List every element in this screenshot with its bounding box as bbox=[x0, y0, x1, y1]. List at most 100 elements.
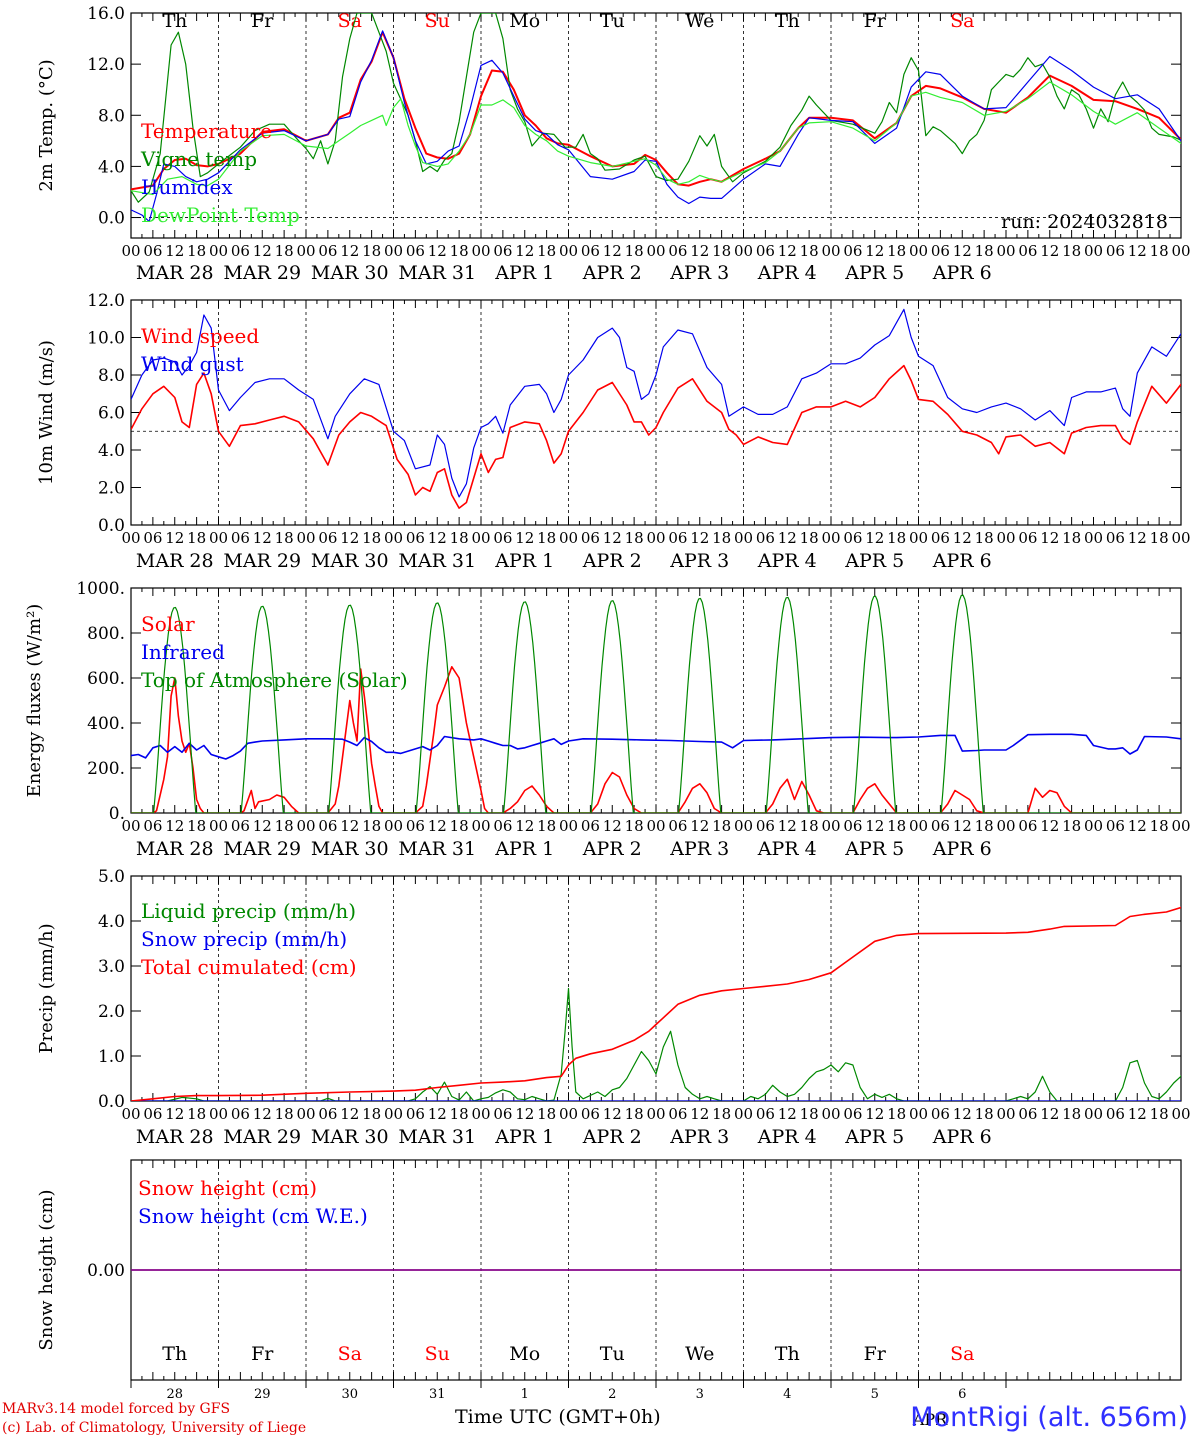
hour-tick-label: 00 bbox=[559, 817, 578, 835]
y-tick-label: 10.0 bbox=[87, 329, 125, 349]
day-label: Sa bbox=[950, 10, 974, 32]
y-tick-label: 0.0 bbox=[98, 1092, 125, 1112]
hour-tick-label: 06 bbox=[668, 1105, 687, 1123]
hour-tick-label: 12 bbox=[603, 529, 622, 547]
hour-tick-label: 18 bbox=[362, 529, 381, 547]
hour-tick-label: 00 bbox=[209, 529, 228, 547]
hour-tick-label: 06 bbox=[1018, 817, 1037, 835]
hour-tick-label: 12 bbox=[778, 817, 797, 835]
day-label: We bbox=[685, 1343, 714, 1365]
date-label: APR 5 bbox=[844, 550, 904, 572]
y-axis-label: Precip (mm/h) bbox=[36, 923, 57, 1053]
hour-tick-label: 18 bbox=[800, 817, 819, 835]
hour-tick-label: 06 bbox=[493, 1105, 512, 1123]
date-label: APR 1 bbox=[494, 550, 554, 572]
hour-tick-label: 00 bbox=[996, 529, 1015, 547]
hour-tick-label: 06 bbox=[493, 817, 512, 835]
hour-tick-label: 12 bbox=[165, 529, 184, 547]
hour-tick-label: 18 bbox=[1062, 817, 1081, 835]
hour-tick-label: 06 bbox=[843, 242, 862, 260]
hour-tick-label: 06 bbox=[1018, 1105, 1037, 1123]
y-tick-label: 8.0 bbox=[98, 366, 125, 386]
hour-tick-label: 12 bbox=[515, 817, 534, 835]
legend-entry: Snow height (cm) bbox=[138, 1176, 317, 1200]
hour-tick-label: 18 bbox=[537, 817, 556, 835]
hour-tick-label: 00 bbox=[471, 242, 490, 260]
legend-entry: Snow height (cm W.E.) bbox=[138, 1204, 368, 1228]
date-label: MAR 31 bbox=[398, 262, 476, 284]
hour-tick-label: 06 bbox=[581, 817, 600, 835]
y-tick-label: 12.0 bbox=[87, 55, 125, 75]
hour-tick-label: 06 bbox=[143, 1105, 162, 1123]
hour-tick-label: 12 bbox=[1040, 817, 1059, 835]
hour-tick-label: 12 bbox=[953, 242, 972, 260]
day-number: 5 bbox=[871, 1387, 879, 1402]
x-axis-title: Time UTC (GMT+0h) bbox=[455, 1406, 661, 1428]
hour-tick-label: 06 bbox=[843, 1105, 862, 1123]
hour-tick-label: 12 bbox=[428, 1105, 447, 1123]
day-number: 31 bbox=[429, 1387, 446, 1402]
hour-tick-label: 18 bbox=[275, 1105, 294, 1123]
hour-tick-label: 12 bbox=[515, 1105, 534, 1123]
date-label: APR 4 bbox=[757, 1126, 817, 1148]
date-label: APR 3 bbox=[669, 838, 729, 860]
hour-tick-label: 00 bbox=[996, 242, 1015, 260]
hour-tick-label: 06 bbox=[318, 529, 337, 547]
hour-tick-label: 18 bbox=[187, 529, 206, 547]
date-label: APR 6 bbox=[932, 550, 992, 572]
hour-tick-label: 00 bbox=[1084, 1105, 1103, 1123]
hour-tick-label: 12 bbox=[1040, 242, 1059, 260]
hour-tick-label: 18 bbox=[800, 1105, 819, 1123]
day-label: Fr bbox=[251, 10, 274, 32]
hour-tick-label: 00 bbox=[821, 1105, 840, 1123]
hour-tick-label: 06 bbox=[1106, 242, 1125, 260]
date-label: APR 2 bbox=[582, 838, 642, 860]
hour-tick-label: 00 bbox=[821, 242, 840, 260]
hour-tick-label: 00 bbox=[121, 817, 140, 835]
legend-entry: Total cumulated (cm) bbox=[141, 955, 357, 979]
hour-tick-label: 06 bbox=[668, 817, 687, 835]
day-label: Th bbox=[775, 10, 800, 32]
day-label: Sa bbox=[338, 1343, 362, 1365]
hour-tick-label: 18 bbox=[887, 1105, 906, 1123]
hour-tick-label: 00 bbox=[384, 817, 403, 835]
hour-tick-label: 18 bbox=[187, 817, 206, 835]
hour-tick-label: 00 bbox=[909, 1105, 928, 1123]
hour-tick-label: 18 bbox=[1150, 242, 1169, 260]
hour-tick-label: 06 bbox=[406, 817, 425, 835]
y-axis-label: Snow height (cm) bbox=[36, 1189, 57, 1350]
hour-tick-label: 12 bbox=[165, 242, 184, 260]
hour-tick-label: 18 bbox=[275, 529, 294, 547]
hour-tick-label: 12 bbox=[690, 242, 709, 260]
date-label: APR 5 bbox=[844, 262, 904, 284]
hour-tick-label: 12 bbox=[1128, 242, 1147, 260]
day-label: We bbox=[685, 10, 714, 32]
hour-tick-label: 00 bbox=[646, 242, 665, 260]
day-number: 29 bbox=[254, 1387, 271, 1402]
panel-frame bbox=[130, 587, 1182, 814]
day-label: Mo bbox=[509, 10, 540, 32]
y-tick-label: 0.0 bbox=[98, 209, 125, 229]
hour-tick-label: 06 bbox=[1018, 242, 1037, 260]
date-label: APR 4 bbox=[757, 262, 817, 284]
series-top-of-atmosphere-solar bbox=[131, 594, 1181, 813]
hour-tick-label: 18 bbox=[712, 529, 731, 547]
hour-tick-label: 00 bbox=[734, 242, 753, 260]
hour-tick-label: 00 bbox=[296, 1105, 315, 1123]
day-label: Th bbox=[162, 10, 187, 32]
hour-tick-label: 06 bbox=[231, 817, 250, 835]
hour-tick-label: 00 bbox=[296, 529, 315, 547]
station-name: MontRigi (alt. 656m) bbox=[910, 1402, 1188, 1433]
date-label: MAR 30 bbox=[311, 550, 389, 572]
hour-tick-label: 06 bbox=[231, 529, 250, 547]
hour-tick-label: 12 bbox=[253, 529, 272, 547]
y-tick-label: 4.0 bbox=[98, 441, 125, 461]
hour-tick-label: 18 bbox=[187, 242, 206, 260]
date-label: MAR 29 bbox=[223, 838, 301, 860]
hour-tick-label: 06 bbox=[231, 1105, 250, 1123]
hour-tick-label: 12 bbox=[603, 242, 622, 260]
hour-tick-label: 00 bbox=[209, 817, 228, 835]
hour-tick-label: 06 bbox=[406, 242, 425, 260]
hour-tick-label: 06 bbox=[318, 817, 337, 835]
